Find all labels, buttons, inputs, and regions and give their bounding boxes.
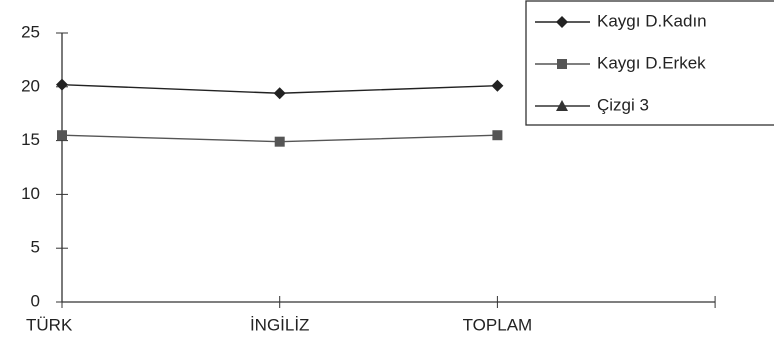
y-tick-label: 5 bbox=[31, 238, 40, 257]
marker bbox=[57, 130, 67, 141]
marker bbox=[492, 130, 503, 141]
marker bbox=[274, 136, 285, 147]
marker bbox=[557, 59, 567, 69]
y-tick-label: 20 bbox=[21, 76, 40, 95]
legend-label: Çizgi 3 bbox=[597, 95, 649, 114]
legend-box bbox=[525, 0, 774, 126]
marker bbox=[56, 78, 68, 91]
legend-label: Kaygı D.Erkek bbox=[597, 53, 706, 72]
y-tick-label: 10 bbox=[21, 184, 40, 203]
marker bbox=[556, 100, 568, 111]
legend-label: Kaygı D.Kadın bbox=[597, 11, 707, 30]
marker bbox=[491, 79, 504, 92]
y-tick-label: 25 bbox=[21, 22, 40, 41]
y-tick-label: 15 bbox=[21, 130, 40, 149]
marker bbox=[556, 16, 568, 28]
y-tick-label: 0 bbox=[31, 291, 40, 310]
marker bbox=[273, 87, 286, 100]
x-tick-label: TOPLAM bbox=[463, 315, 533, 334]
x-tick-label: İNGİLİZ bbox=[250, 315, 310, 334]
x-tick-label: TÜRK bbox=[26, 315, 73, 334]
